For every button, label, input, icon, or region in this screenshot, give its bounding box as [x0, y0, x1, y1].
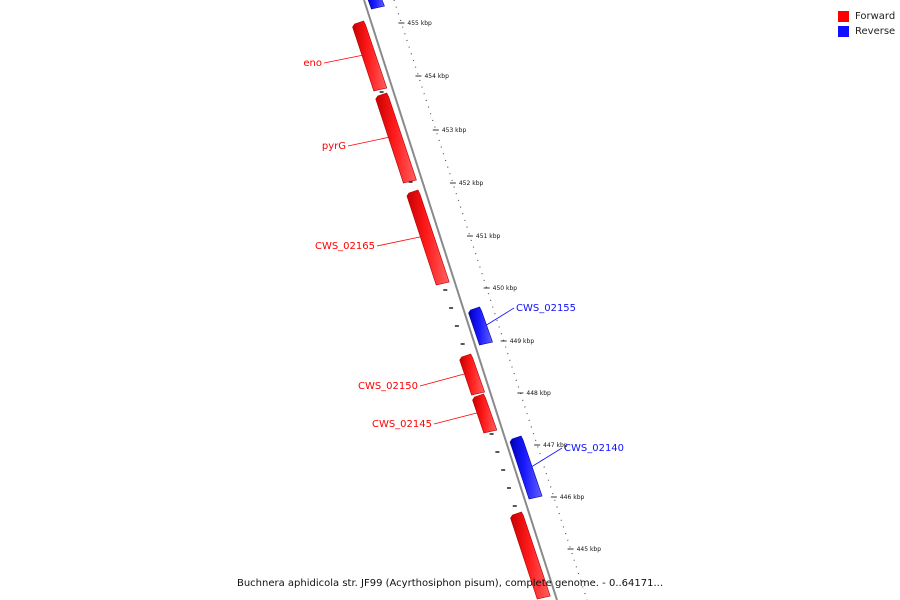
gene-eno[interactable] [352, 20, 388, 92]
legend: Forward Reverse [838, 9, 895, 39]
genome-caption: Buchnera aphidicola str. JF99 (Acyrthosi… [236, 578, 664, 589]
scale-tick-label: 449 kbp [510, 338, 535, 345]
gene-label-cws_02155[interactable]: CWS_02155 [516, 303, 576, 314]
gene-leader-line [531, 447, 563, 467]
reverse-label: Reverse [855, 26, 896, 37]
gene-label-cws_02150[interactable]: CWS_02150 [358, 381, 418, 392]
scale-tick-label: 451 kbp [476, 233, 501, 240]
scale-tick-label: 452 kbp [459, 180, 484, 187]
gene-leader-line [419, 373, 467, 387]
reverse-swatch [838, 26, 849, 37]
gene-cws_02150[interactable] [459, 353, 485, 396]
gene-label-cws_02140[interactable]: CWS_02140 [564, 443, 624, 454]
gene-labels: eno pyrG CWS_02165 CWS_02155 CWS_02150 CWS_02… [303, 54, 624, 467]
legend-forward: Forward [838, 9, 895, 24]
legend-reverse: Reverse [838, 24, 895, 39]
gene-leader-line [433, 412, 479, 425]
scale-tick-label: 454 kbp [424, 73, 449, 80]
forward-label: Forward [855, 11, 896, 22]
gene-feature[interactable] [366, 0, 385, 10]
gene-pyrg[interactable] [375, 92, 417, 184]
scale-tick-label: 445 kbp [577, 546, 602, 553]
gene-leader-line [376, 236, 423, 247]
gene-leader-line [323, 54, 364, 64]
gene-features [352, 0, 551, 600]
backbone-line [363, 0, 558, 600]
scale-tick-label: 447 kbp [543, 442, 568, 449]
scale-ticks: 455 kbp 454 kbp 453 kbp 452 kbp 451 kbp 450 k… [362, 0, 601, 600]
scale-tick-label: 448 kbp [526, 390, 551, 397]
gene-cws_02155[interactable] [468, 306, 493, 346]
gene-cws_02140[interactable] [509, 435, 543, 500]
scale-track [393, 0, 588, 600]
scale-tick-label: 450 kbp [493, 285, 518, 292]
gene-cws_02145[interactable] [472, 393, 498, 434]
gene-leader-line [347, 136, 391, 147]
gene-label-pyrg[interactable]: pyrG [322, 141, 346, 152]
gene-feature[interactable] [510, 511, 551, 600]
gene-label-eno[interactable]: eno [303, 58, 322, 69]
scale-tick-label: 446 kbp [560, 494, 585, 501]
scale-tick-label: 453 kbp [442, 127, 467, 134]
forward-swatch [838, 11, 849, 22]
gene-leader-line [486, 307, 515, 326]
gene-label-cws_02165[interactable]: CWS_02165 [315, 241, 375, 252]
scale-tick-label: 455 kbp [407, 20, 432, 27]
gene-cws_02165[interactable] [406, 189, 450, 286]
gene-label-cws_02145[interactable]: CWS_02145 [372, 419, 432, 430]
